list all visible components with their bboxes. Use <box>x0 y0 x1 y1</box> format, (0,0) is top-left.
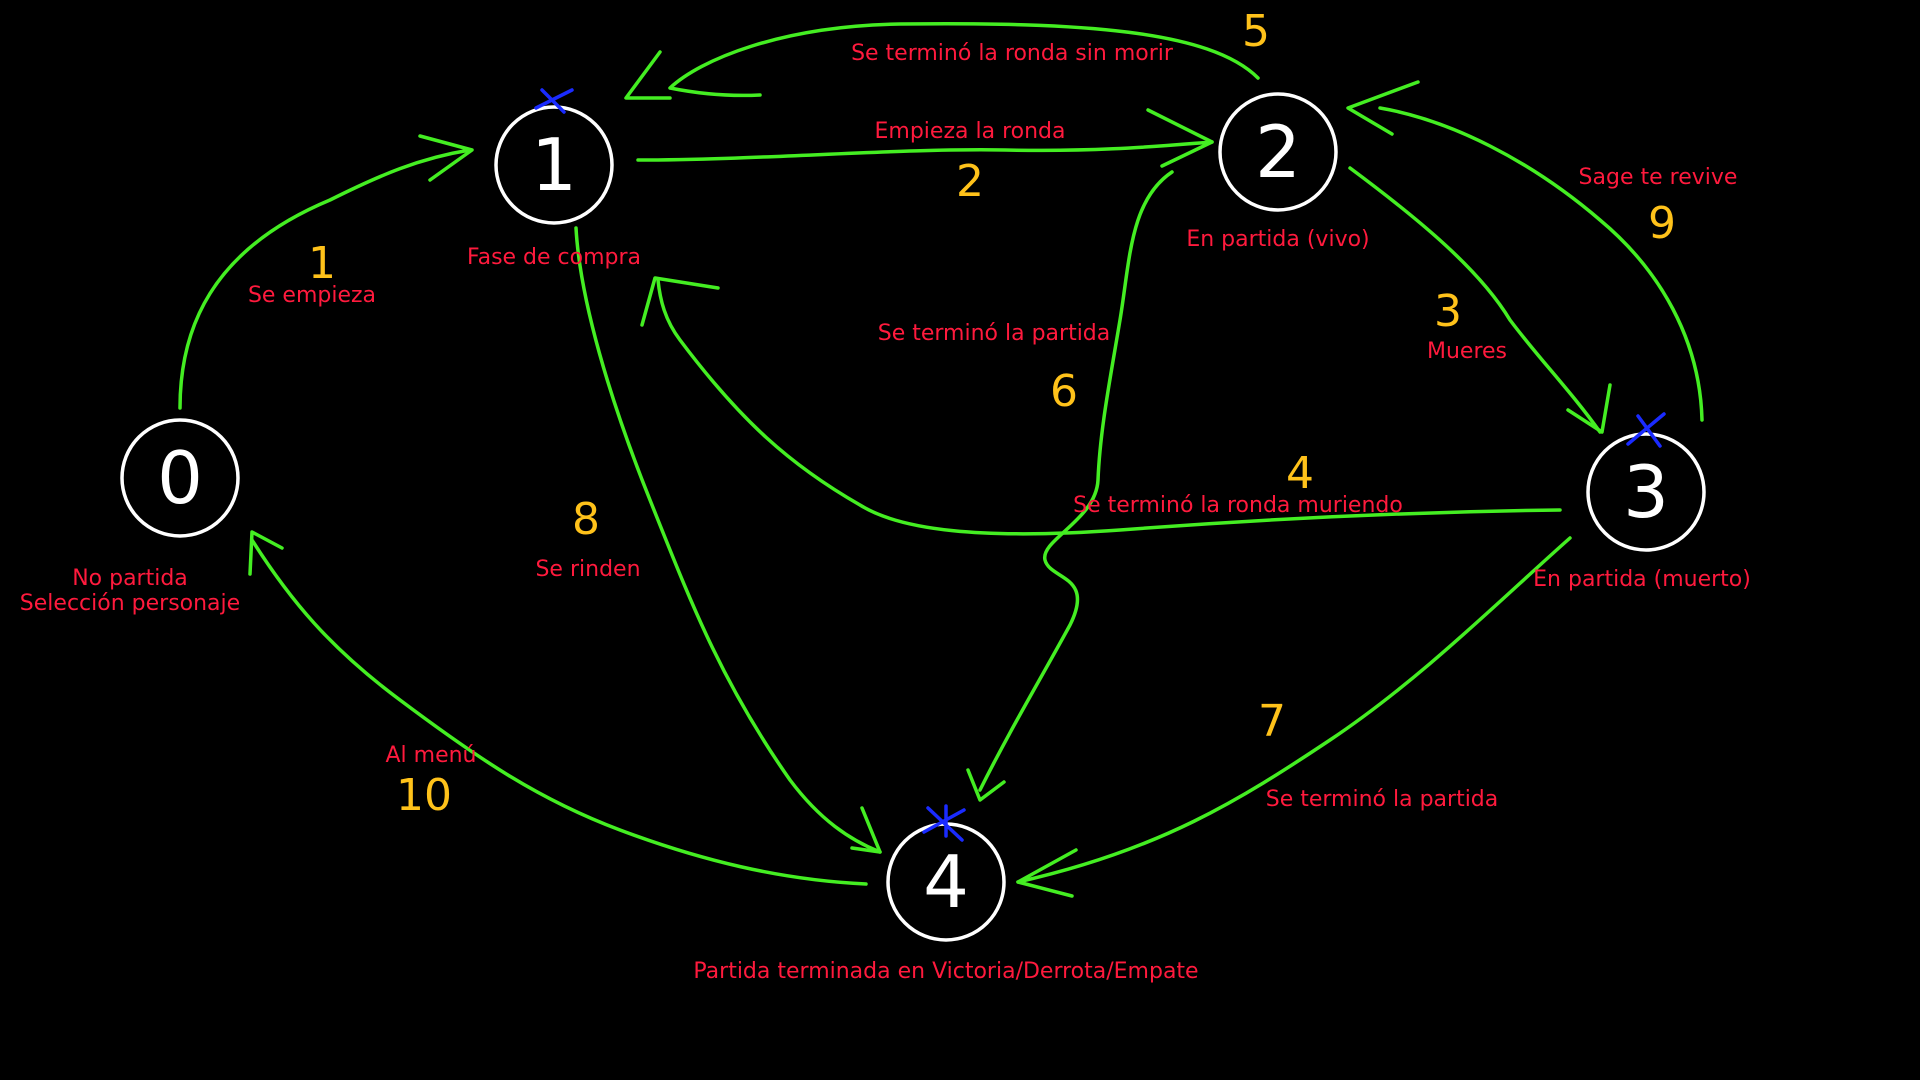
edge-3-to-1 <box>640 276 1562 536</box>
edge-number-8: 8 <box>572 494 600 545</box>
edge-1-to-4 <box>574 226 882 854</box>
state-3: 3 <box>1586 412 1706 552</box>
state-number-0: 0 <box>157 436 203 520</box>
edge-label-9: Sage te revive <box>1579 165 1738 190</box>
edge-number-4: 4 <box>1286 448 1314 499</box>
edge-3-to-4 <box>1016 536 1572 898</box>
state-label-0-line-2: Selección personaje <box>20 591 240 616</box>
edge-number-9: 9 <box>1648 198 1676 249</box>
state-circle-3 <box>1586 432 1706 552</box>
state-label-0-line-1: No partida <box>72 566 188 591</box>
final-marker-3 <box>1626 412 1666 448</box>
edge-number-2: 2 <box>956 156 984 207</box>
edge-3-to-2 <box>1346 80 1704 422</box>
state-number-4: 4 <box>923 840 969 924</box>
state-number-2: 2 <box>1255 110 1301 194</box>
edge-4-to-0 <box>248 530 868 886</box>
final-marker-4 <box>922 804 966 842</box>
state-4: 4 <box>886 804 1006 942</box>
edge-label-10: Al menú <box>385 743 476 768</box>
edge-number-6: 6 <box>1050 366 1078 417</box>
edge-2-to-1 <box>624 21 1260 100</box>
state-number-1: 1 <box>531 123 577 207</box>
edge-label-2: Empieza la ronda <box>875 119 1066 144</box>
edge-2-to-4 <box>966 170 1174 802</box>
edge-number-1: 1 <box>308 238 336 289</box>
edge-label-5: Se terminó la ronda sin morir <box>851 41 1174 66</box>
edge-label-3: Mueres <box>1427 339 1507 364</box>
edge-number-3: 3 <box>1434 286 1462 337</box>
state-circle-0 <box>120 418 240 538</box>
edge-2-to-3 <box>1348 166 1612 434</box>
state-circle-2 <box>1218 92 1338 212</box>
state-label-3: En partida (muerto) <box>1533 567 1751 592</box>
edge-number-7: 7 <box>1258 696 1286 747</box>
edge-number-5: 5 <box>1242 6 1270 57</box>
edge-label-7: Se terminó la partida <box>1266 787 1499 812</box>
edge-0-to-1 <box>178 134 474 410</box>
state-2: 2 <box>1218 92 1338 212</box>
state-0: 0 <box>120 418 240 538</box>
edge-label-4: Se terminó la ronda muriendo <box>1073 493 1403 518</box>
state-number-3: 3 <box>1623 450 1669 534</box>
state-1: 1 <box>494 88 614 225</box>
state-label-2: En partida (vivo) <box>1186 227 1369 252</box>
edge-label-1: Se empieza <box>248 283 376 308</box>
final-marker-1 <box>534 88 574 114</box>
edge-label-6: Se terminó la partida <box>878 321 1111 346</box>
edge-label-8: Se rinden <box>535 557 640 582</box>
state-label-4: Partida terminada en Victoria/Derrota/Em… <box>693 959 1198 984</box>
state-circle-1 <box>494 105 614 225</box>
edge-number-10: 10 <box>396 770 452 821</box>
state-label-1: Fase de compra <box>467 245 641 270</box>
edge-1-to-2 <box>636 108 1214 168</box>
